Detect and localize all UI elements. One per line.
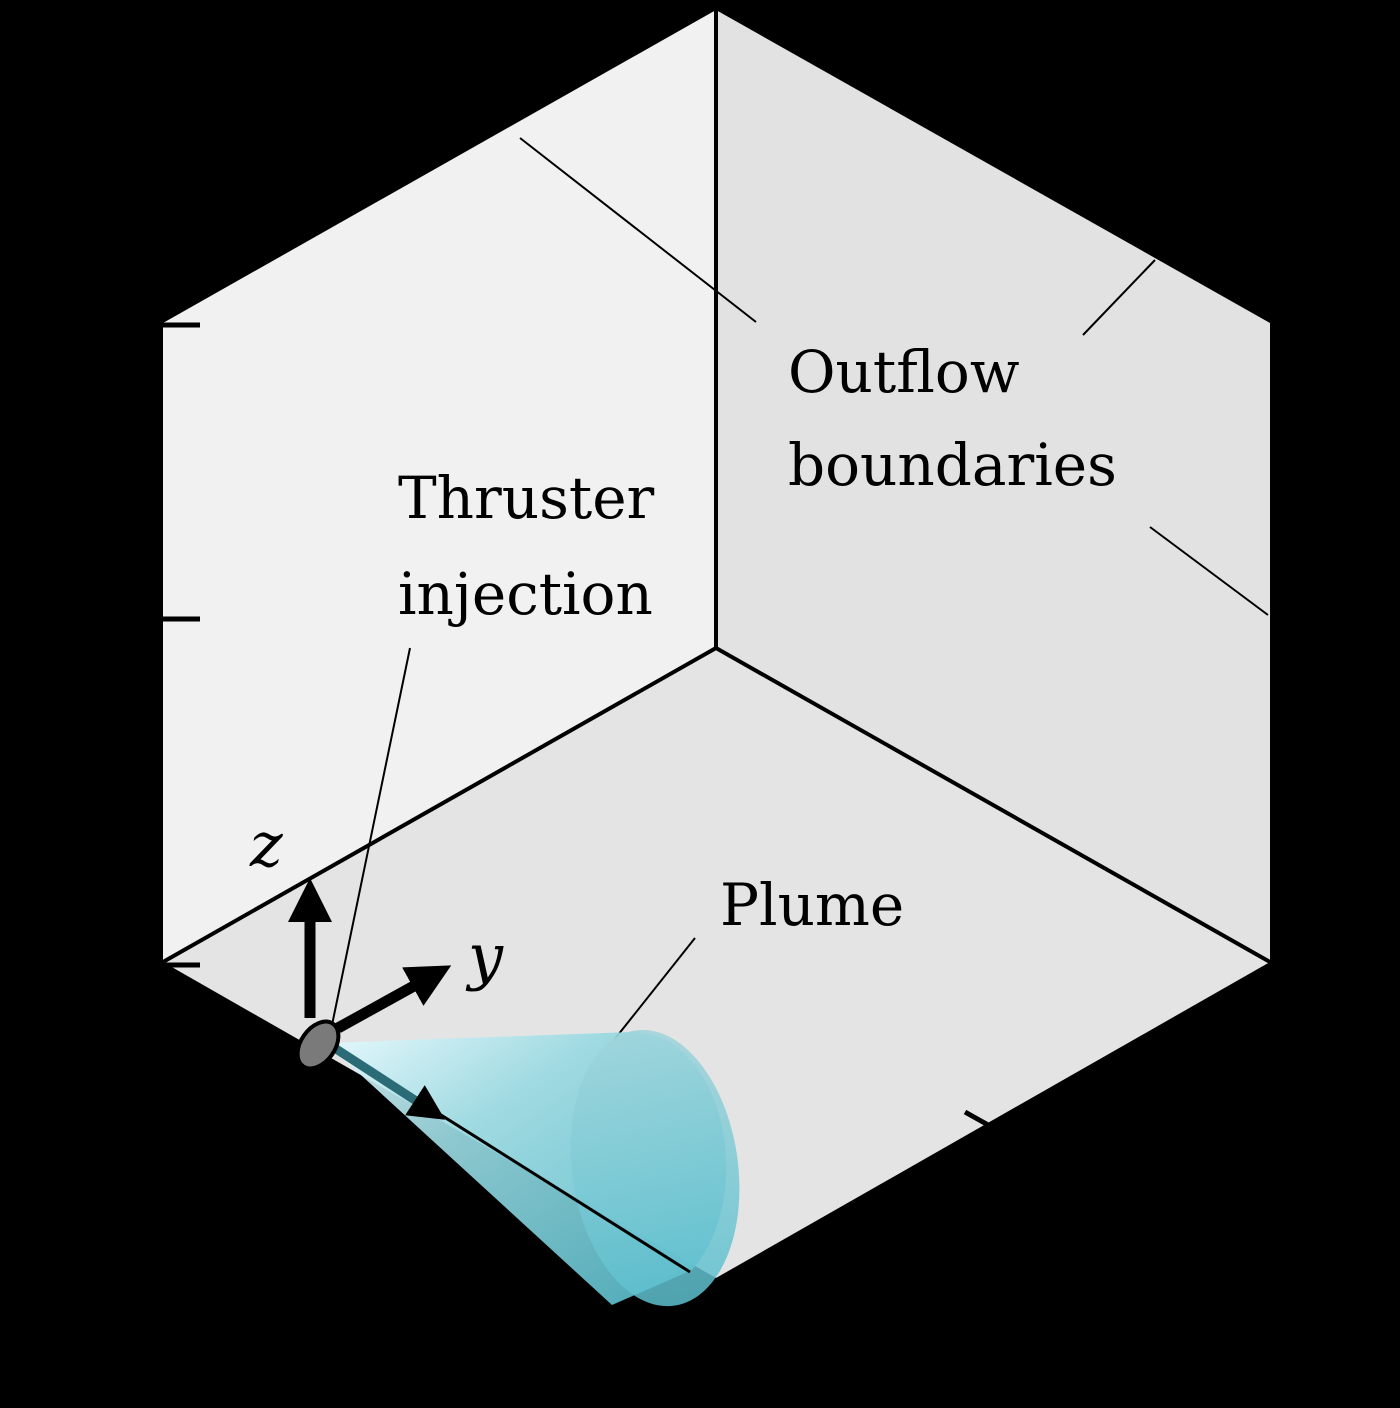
left-inner-edge — [162, 646, 717, 964]
thruster-label-line1: Thruster — [398, 464, 655, 532]
left-face — [163, 10, 716, 962]
plume-base — [570, 1029, 740, 1307]
thrust-direction-arrow — [327, 1041, 446, 1120]
right-inner-edge — [715, 646, 1271, 964]
tick-mark — [963, 1109, 992, 1129]
thruster-icon — [295, 1019, 341, 1071]
plume-leader-line — [613, 937, 696, 1041]
plume-label: Plume — [720, 871, 904, 939]
right-face — [716, 10, 1270, 962]
outflow-label-line1: Outflow — [788, 338, 1019, 406]
outflow-label-line2: boundaries — [788, 431, 1117, 499]
z-axis-label: z — [249, 808, 283, 881]
y-axis-label: y — [465, 920, 504, 993]
outflow-leader-line — [1082, 259, 1156, 336]
thruster-label-line2: injection — [398, 560, 653, 628]
y-axis-arrow — [335, 965, 452, 1033]
outflow-leader-line — [1149, 526, 1269, 616]
outflow-leader-line — [519, 137, 757, 323]
thruster-leader-line — [331, 647, 411, 1026]
